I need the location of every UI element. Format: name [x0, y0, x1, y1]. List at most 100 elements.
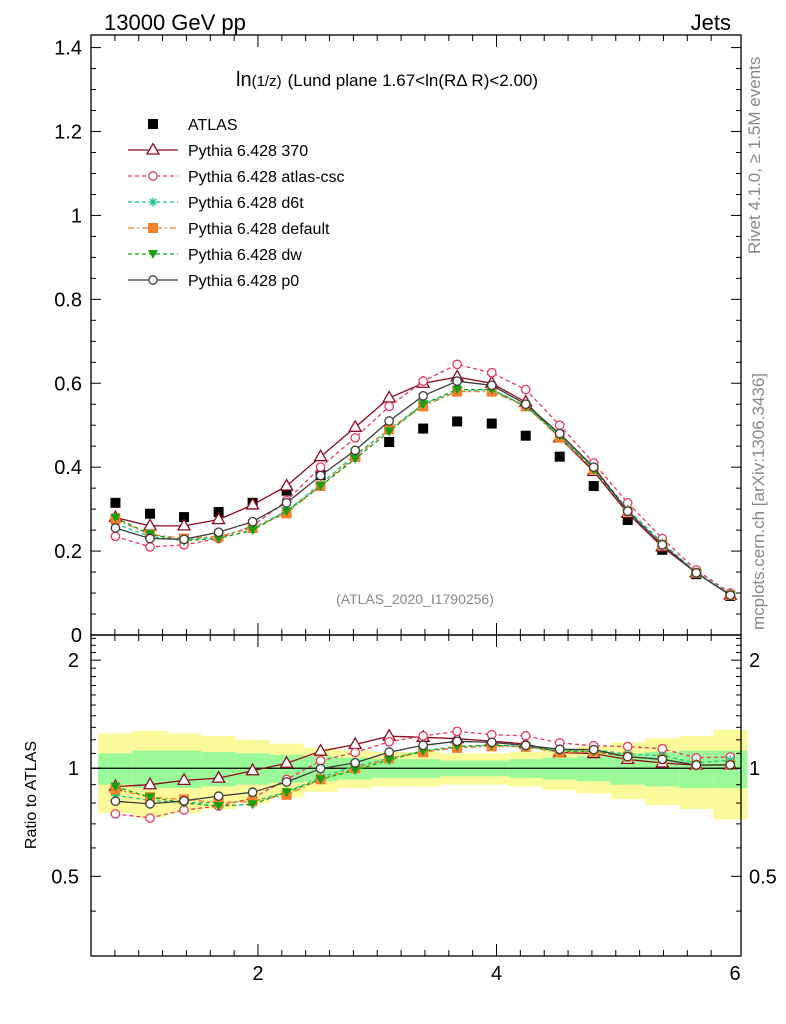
legend-label-pythia-6-428-atlas-csc: Pythia 6.428 atlas-csc — [188, 169, 345, 186]
y-tick-label: 1.4 — [54, 38, 82, 60]
point-pythia-6-428-atlas-csc — [350, 432, 361, 443]
ratio-point-pythia-6-428-atlas-csc — [145, 813, 155, 823]
ratio-point-pythia-6-428-dw — [384, 755, 395, 765]
ratio-plot-panel: 2 4 6 0.5 0.5 1 1 2 2 — [51, 623, 777, 985]
ratio-tick-label-right: 1 — [749, 758, 760, 780]
legend-marker-pythia-6-428-atlas-csc — [148, 171, 158, 181]
ratio-point-pythia-6-428-p0 — [350, 757, 361, 768]
rivet-version-label: Rivet 4.1.0, ≥ 1.5M events — [745, 57, 764, 254]
ratio-point-pythia-6-428-d6t — [110, 790, 120, 800]
point-pythia-6-428-p0 — [622, 506, 633, 517]
point-pythia-6-428-p0 — [350, 445, 361, 456]
ratio-point-pythia-6-428-dw — [281, 788, 292, 798]
ratio-point-pythia-6-428-atlas-csc — [315, 755, 326, 766]
point-pythia-6-428-370 — [211, 511, 226, 525]
ratio-tick-label-left: 1 — [68, 758, 79, 780]
ratio-point-pythia-6-428-atlas-csc — [622, 741, 633, 752]
ratio-point-pythia-6-428-dw — [247, 800, 258, 810]
point-pythia-6-428-dw — [213, 534, 224, 544]
point-pythia-6-428-370 — [176, 518, 192, 531]
point-pythia-6-428-p0 — [247, 516, 258, 527]
ratio-tick-label-left: 0.5 — [51, 866, 79, 888]
point-pythia-6-428-atlas-csc — [554, 420, 565, 431]
point-pythia-6-428-atlas-csc — [486, 367, 497, 378]
ratio-point-pythia-6-428-370 — [279, 755, 294, 768]
legend-marker-pythia-6-428-370 — [145, 142, 161, 155]
y-tick-label: 0.2 — [54, 541, 82, 563]
legend-marker-pythia-6-428-default — [148, 223, 158, 233]
point-pythia-6-428-p0 — [725, 590, 736, 600]
ratio-axis-label: Ratio to ATLAS — [23, 741, 40, 849]
series-line-pythia-6-428-default — [115, 390, 731, 596]
point-pythia-6-428-dw — [110, 513, 121, 523]
ratio-point-pythia-6-428-p0 — [691, 760, 702, 770]
point-pythia-6-428-atlas-csc — [418, 376, 429, 387]
ratio-point-pythia-6-428-p0 — [452, 736, 462, 747]
point-atlas — [622, 515, 633, 526]
energy-label: 13000 GeV pp — [104, 10, 246, 35]
ratio-point-pythia-6-428-atlas-csc — [418, 731, 429, 741]
point-pythia-6-428-p0 — [691, 568, 702, 578]
point-pythia-6-428-p0 — [486, 380, 497, 391]
point-atlas — [520, 430, 531, 441]
ratio-point-pythia-6-428-370 — [245, 762, 260, 776]
point-atlas — [486, 418, 497, 429]
ratio-point-pythia-6-428-atlas-csc — [384, 736, 395, 747]
x-tick-label: 4 — [491, 963, 502, 985]
mcplots-label: mcplots.cern.ch [arXiv:1306.3436] — [749, 373, 768, 630]
legend-label-pythia-6-428-370: Pythia 6.428 370 — [188, 143, 308, 160]
ratio-point-pythia-6-428-p0 — [622, 751, 633, 762]
point-pythia-6-428-dw — [281, 507, 292, 517]
ratio-point-pythia-6-428-370 — [142, 776, 158, 790]
plot-title-sub: (1/z) — [252, 73, 282, 90]
series-line-pythia-6-428-p0 — [115, 380, 731, 596]
ratio-point-pythia-6-428-p0 — [110, 796, 121, 807]
ratio-point-pythia-6-428-atlas-csc — [452, 726, 462, 737]
point-pythia-6-428-atlas-csc — [145, 542, 155, 552]
point-atlas — [179, 512, 190, 523]
ratio-point-pythia-6-428-p0 — [520, 740, 531, 751]
legend-marker-pythia-6-428-d6t — [148, 197, 158, 207]
point-pythia-6-428-370 — [279, 478, 294, 491]
y-tick-label: 0.6 — [54, 373, 82, 395]
point-pythia-6-428-p0 — [657, 539, 668, 550]
point-pythia-6-428-p0 — [554, 428, 565, 439]
legend-label-atlas: ATLAS — [188, 117, 238, 134]
point-pythia-6-428-p0 — [110, 523, 121, 533]
ratio-point-pythia-6-428-dw — [110, 782, 121, 792]
ratio-frame — [90, 634, 742, 957]
point-pythia-6-428-370 — [245, 497, 260, 510]
point-atlas — [384, 436, 395, 447]
point-pythia-6-428-p0 — [179, 534, 189, 545]
series-line-pythia-6-428-d6t — [115, 388, 731, 595]
ratio-point-pythia-6-428-atlas-csc — [520, 730, 531, 741]
point-pythia-6-428-atlas-csc — [520, 384, 531, 395]
ratio-tick-label-right: 2 — [749, 650, 760, 672]
ratio-point-pythia-6-428-dw — [145, 793, 156, 803]
plot-title-main: ln — [236, 69, 252, 91]
point-pythia-6-428-dw — [384, 427, 395, 437]
point-atlas — [554, 451, 565, 462]
point-pythia-6-428-p0 — [520, 399, 531, 410]
category-label: Jets — [691, 10, 731, 35]
point-pythia-6-428-p0 — [213, 527, 224, 538]
ratio-point-pythia-6-428-p0 — [315, 763, 326, 774]
point-pythia-6-428-dw — [247, 526, 258, 536]
y-tick-label: 1.2 — [54, 122, 82, 144]
ratio-point-pythia-6-428-370 — [313, 743, 328, 756]
ratio-point-pythia-6-428-atlas-csc — [110, 809, 121, 819]
legend-label-pythia-6-428-dw: Pythia 6.428 dw — [188, 247, 302, 264]
legend-marker-atlas — [148, 119, 158, 129]
legend-marker-pythia-6-428-p0 — [148, 275, 158, 285]
point-pythia-6-428-p0 — [384, 416, 395, 426]
point-pythia-6-428-atlas-csc — [452, 359, 462, 370]
ratio-point-pythia-6-428-p0 — [418, 740, 429, 751]
ratio-point-pythia-6-428-atlas-csc — [350, 747, 361, 758]
point-pythia-6-428-p0 — [418, 390, 429, 401]
ratio-point-pythia-6-428-p0 — [145, 799, 155, 809]
ratio-point-pythia-6-428-dw — [315, 775, 326, 785]
point-pythia-6-428-dw — [315, 482, 326, 492]
ratio-point-pythia-6-428-p0 — [486, 737, 497, 748]
legend-label-pythia-6-428-default: Pythia 6.428 default — [188, 221, 330, 238]
